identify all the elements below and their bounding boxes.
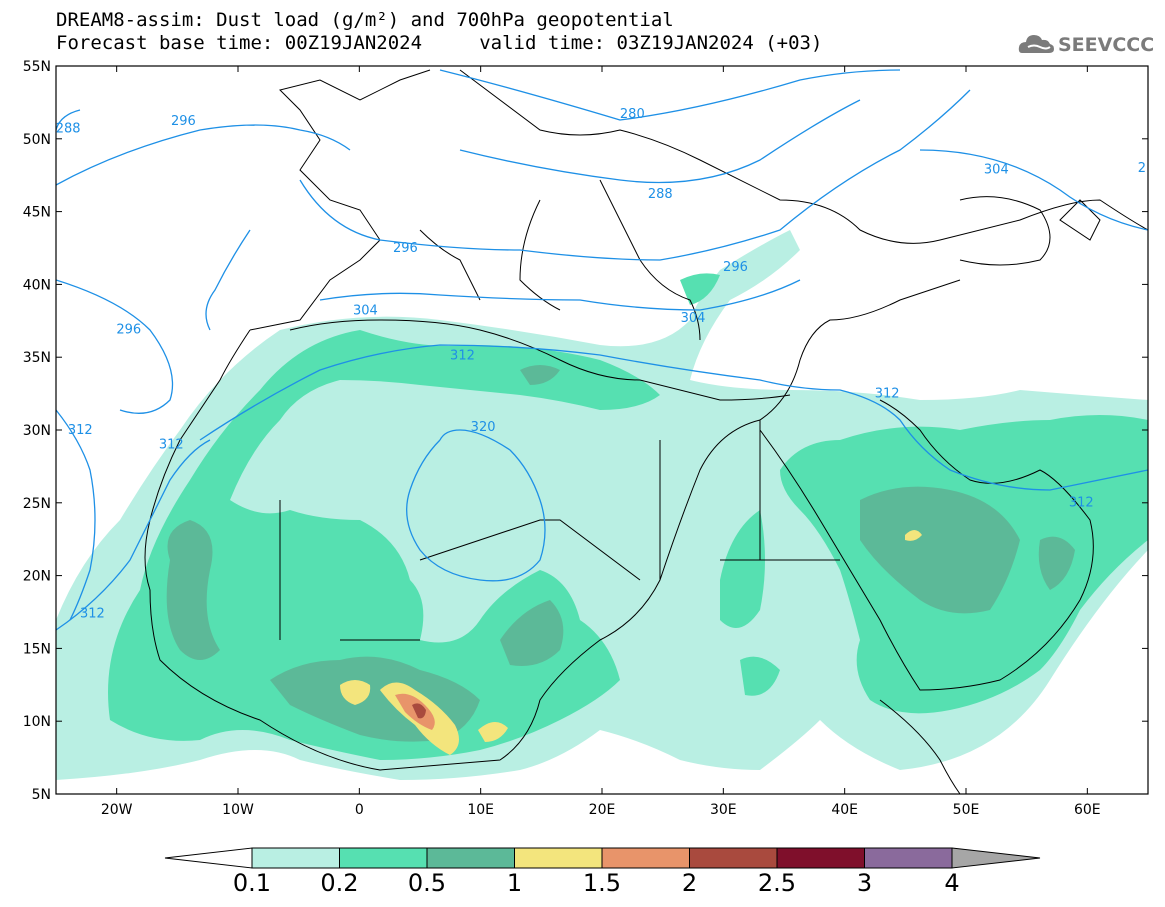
lon-label: 60E (1074, 802, 1101, 818)
contour-label: 296 (116, 322, 141, 337)
colorbar-bin (251, 847, 340, 869)
contour-label: 312 (875, 387, 900, 402)
contour-label: 312 (80, 606, 105, 621)
contour-label: 280 (620, 107, 645, 122)
lon-label: 20W (101, 802, 133, 818)
cloud-logo-icon (1018, 35, 1054, 53)
colorbar-bin (864, 847, 953, 869)
colorbar-label: 0.2 (320, 869, 358, 897)
contour-label: 312 (68, 423, 93, 438)
colorbar-under-triangle (164, 847, 253, 869)
colorbar-label: 0.1 (233, 869, 271, 897)
contour-label: 288 (648, 187, 673, 202)
lat-label: 40N (23, 277, 51, 293)
colorbar-bin (426, 847, 515, 869)
lon-label: 10E (467, 802, 494, 818)
colorbar-label: 1 (507, 869, 522, 897)
lon-label: 0 (355, 802, 364, 818)
colorbar-bin (339, 847, 428, 869)
colorbar-bin (601, 847, 690, 869)
lat-label: 55N (23, 59, 51, 75)
lat-label: 50N (23, 132, 51, 148)
contour-label: 312 (1069, 496, 1094, 511)
lat-label: 35N (23, 350, 51, 366)
dust-level-2 (412, 703, 426, 719)
colorbar: 0.1 0.2 0.5 1 1.5 2 2.5 3 4 (164, 847, 1041, 897)
coastlines (144, 69, 1148, 794)
colorbar-label: 3 (857, 869, 872, 897)
forecast-time-line: Forecast base time: 00Z19JAN2024 valid t… (56, 32, 823, 54)
contour-label: 304 (353, 304, 378, 319)
lon-label: 50E (953, 802, 980, 818)
contour-label: 304 (681, 311, 706, 326)
contour-label: 296 (171, 114, 196, 129)
colorbar-label: 2.5 (758, 869, 796, 897)
lat-label: 10N (23, 714, 51, 730)
colorbar-bin (776, 847, 865, 869)
logo-text: SEEVCCC (1058, 34, 1154, 56)
map-title: DREAM8-assim: Dust load (g/m²) and 700hP… (56, 9, 674, 31)
colorbar-over-triangle (951, 847, 1041, 869)
lat-label: 45N (23, 205, 51, 221)
colorbar-label: 1.5 (583, 869, 621, 897)
lon-label: 30E (710, 802, 737, 818)
lat-label: 15N (23, 641, 51, 657)
colorbar-label: 0.5 (408, 869, 446, 897)
lat-label: 25N (23, 496, 51, 512)
contour-label: 312 (450, 349, 475, 364)
lat-label: 5N (32, 787, 51, 803)
contour-label: 312 (159, 437, 184, 452)
latitude-axis: 55N 50N 45N 40N 35N 30N 25N 20N 15N 10N 5N (23, 59, 1148, 803)
contour-label: 320 (471, 420, 496, 435)
lon-label: 10W (222, 802, 254, 818)
lat-label: 20N (23, 569, 51, 585)
colorbar-label: 4 (944, 869, 959, 897)
geopotential-contours (56, 69, 1148, 631)
colorbar-bin (689, 847, 778, 869)
contour-label: 304 (984, 162, 1009, 177)
contour-label: 296 (723, 260, 748, 275)
lon-label: 40E (831, 802, 858, 818)
map-plot-area (56, 66, 1148, 794)
dust-level-0.5 (166, 365, 1075, 742)
contour-label: 288 (56, 122, 81, 137)
dust-level-1.5 (395, 693, 435, 730)
colorbar-label: 2 (682, 869, 697, 897)
colorbar-bin (514, 847, 603, 869)
lon-label: 20E (589, 802, 616, 818)
seevccc-logo: SEEVCCC (1018, 34, 1154, 56)
contour-labels: 288 296 280 304 2 288 296 296 304 304 296 312 312 312… (56, 107, 1146, 621)
lat-label: 30N (23, 423, 51, 439)
contour-label: 296 (393, 241, 418, 256)
contour-label: 2 (1138, 161, 1146, 176)
longitude-axis: 20W 10W 0 10E 20E 30E 40E 50E 60E (101, 66, 1101, 818)
